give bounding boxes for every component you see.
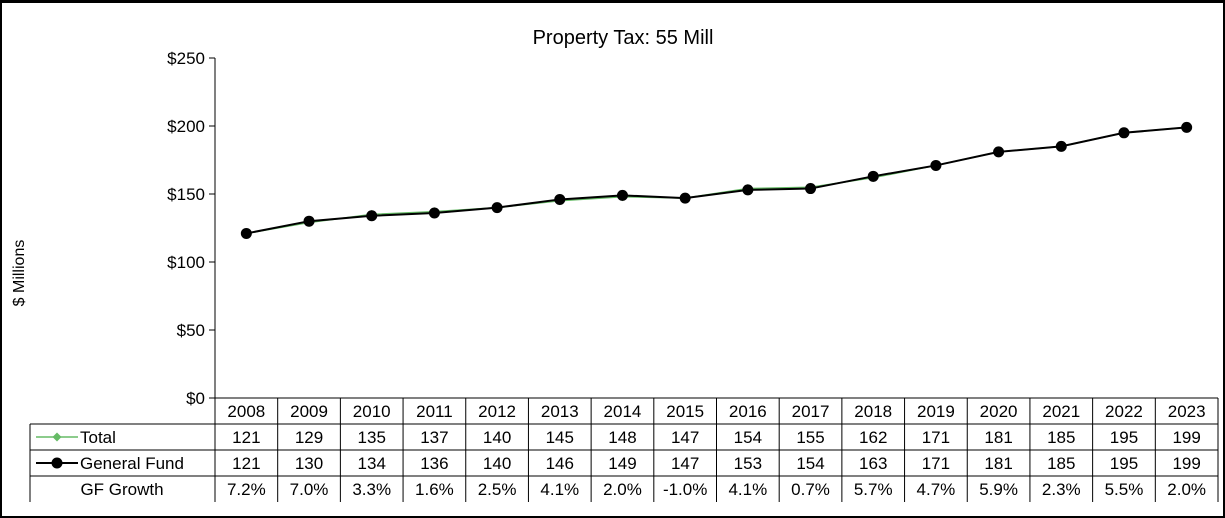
data-label-general-fund: 134 [358, 454, 386, 473]
data-point-general-fund [993, 146, 1005, 158]
legend-label-total: Total [80, 428, 116, 447]
data-point-general-fund [742, 184, 754, 196]
data-point-general-fund [1055, 140, 1067, 152]
data-label-total: 140 [483, 428, 511, 447]
data-label-general-fund: 154 [796, 454, 824, 473]
data-label-total: 199 [1172, 428, 1200, 447]
x-tick-label: 2019 [917, 402, 955, 421]
gf-growth-cell: 2.0% [603, 480, 642, 499]
data-label-total: 135 [358, 428, 386, 447]
gf-growth-cell: 5.5% [1105, 480, 1144, 499]
gf-growth-cell: 2.3% [1042, 480, 1081, 499]
gf-growth-cell: 4.1% [728, 480, 767, 499]
data-label-general-fund: 171 [922, 454, 950, 473]
data-label-general-fund: 140 [483, 454, 511, 473]
data-label-total: 148 [608, 428, 636, 447]
data-point-general-fund [679, 192, 691, 204]
data-label-total: 129 [295, 428, 323, 447]
data-label-general-fund: 185 [1047, 454, 1075, 473]
data-label-general-fund: 136 [420, 454, 448, 473]
data-label-general-fund: 121 [232, 454, 260, 473]
x-tick-label: 2009 [290, 402, 328, 421]
gf-growth-cell: 7.2% [227, 480, 266, 499]
series-line-general-fund [246, 126, 1187, 235]
gf-growth-cell: 4.7% [917, 480, 956, 499]
data-label-total: 147 [671, 428, 699, 447]
x-tick-label: 2023 [1168, 402, 1206, 421]
data-point-general-fund [303, 215, 315, 227]
data-label-general-fund: 195 [1110, 454, 1138, 473]
y-axis-label: $ Millions [11, 240, 28, 307]
gf-growth-cell: 5.9% [979, 480, 1018, 499]
gf-growth-cell: 2.5% [478, 480, 517, 499]
data-label-total: 121 [232, 428, 260, 447]
data-label-total: 171 [922, 428, 950, 447]
data-label-general-fund: 199 [1172, 454, 1200, 473]
x-tick-label: 2016 [729, 402, 767, 421]
gf-growth-cell: 4.1% [540, 480, 579, 499]
y-tick-label: $150 [167, 185, 205, 204]
x-tick-label: 2008 [227, 402, 265, 421]
x-tick-label: 2014 [604, 402, 642, 421]
data-label-total: 181 [984, 428, 1012, 447]
data-label-total: 145 [546, 428, 574, 447]
data-label-total: 155 [796, 428, 824, 447]
x-tick-label: 2017 [792, 402, 830, 421]
y-tick-label: $100 [167, 253, 205, 272]
chart-title: Property Tax: 55 Mill [533, 27, 714, 49]
data-label-general-fund: 130 [295, 454, 323, 473]
x-tick-label: 2011 [416, 402, 453, 421]
data-point-general-fund [240, 227, 252, 239]
data-point-general-fund [867, 170, 879, 182]
data-label-general-fund: 149 [608, 454, 636, 473]
data-label-general-fund: 163 [859, 454, 887, 473]
data-point-general-fund [366, 210, 378, 222]
legend-label-general-fund: General Fund [80, 454, 184, 473]
data-label-total: 195 [1110, 428, 1138, 447]
legend-marker-general-fund [51, 457, 63, 469]
data-label-total: 137 [420, 428, 448, 447]
data-point-general-fund [1118, 127, 1130, 139]
data-label-general-fund: 147 [671, 454, 699, 473]
legend-marker-total [52, 432, 62, 442]
gf-growth-cell: 3.3% [352, 480, 391, 499]
data-point-general-fund [554, 193, 566, 205]
data-point-general-fund [930, 159, 942, 171]
x-tick-label: 2018 [854, 402, 892, 421]
x-tick-label: 2015 [666, 402, 704, 421]
data-label-total: 185 [1047, 428, 1075, 447]
gf-growth-row-label: GF Growth [80, 480, 163, 499]
data-point-general-fund [491, 202, 503, 214]
y-tick-label: $0 [186, 389, 205, 408]
data-label-general-fund: 146 [546, 454, 574, 473]
x-tick-label: 2020 [980, 402, 1018, 421]
gf-growth-cell: 2.0% [1167, 480, 1206, 499]
x-tick-label: 2012 [478, 402, 516, 421]
data-label-total: 154 [734, 428, 762, 447]
x-tick-label: 2022 [1105, 402, 1143, 421]
data-point-general-fund [1181, 121, 1193, 133]
gf-growth-cell: 7.0% [290, 480, 329, 499]
data-label-general-fund: 153 [734, 454, 762, 473]
data-point-general-fund [616, 189, 628, 201]
data-label-total: 162 [859, 428, 887, 447]
x-tick-label: 2013 [541, 402, 579, 421]
data-label-general-fund: 181 [984, 454, 1012, 473]
gf-growth-cell: 5.7% [854, 480, 893, 499]
x-tick-label: 2010 [353, 402, 391, 421]
data-point-general-fund [428, 207, 440, 219]
y-tick-label: $250 [167, 49, 205, 68]
y-tick-label: $200 [167, 117, 205, 136]
gf-growth-cell: -1.0% [663, 480, 707, 499]
gf-growth-cell: 1.6% [415, 480, 454, 499]
y-tick-label: $50 [177, 321, 205, 340]
x-tick-label: 2021 [1042, 402, 1080, 421]
series-line-total [246, 126, 1187, 235]
data-point-general-fund [805, 183, 817, 195]
gf-growth-cell: 0.7% [791, 480, 830, 499]
